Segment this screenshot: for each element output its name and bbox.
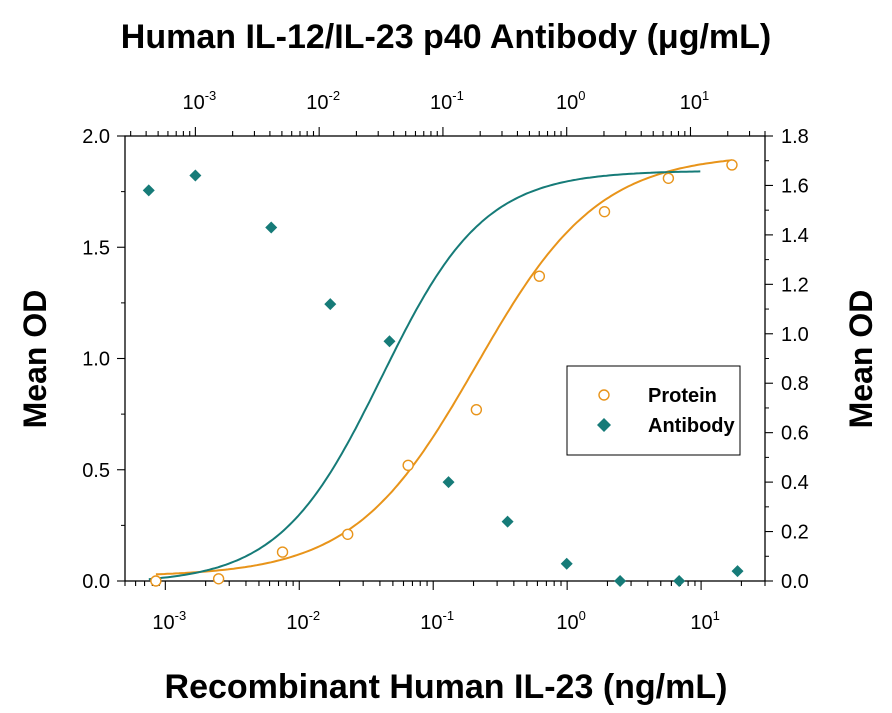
- right-axis-title: Mean OD: [843, 290, 879, 429]
- right-axis-tick-label: 0.2: [781, 522, 809, 544]
- antibody-data-point: [383, 335, 396, 348]
- top-axis-tick-label: 10-1: [430, 88, 464, 114]
- left-axis-title: Mean OD: [17, 290, 53, 429]
- antibody-data-point: [673, 575, 686, 587]
- left-axis-tick-label: 0.0: [82, 571, 110, 593]
- protein-data-point: [662, 172, 675, 184]
- legend-protein-marker: [598, 389, 610, 401]
- protein-data-point: [470, 403, 483, 416]
- right-axis-tick-label: 1.0: [781, 324, 809, 346]
- antibody-data-point: [614, 575, 627, 587]
- protein-fit-curve: [155, 159, 733, 576]
- left-axis-tick-label: 1.5: [82, 237, 110, 259]
- antibody-data-point: [265, 221, 278, 234]
- left-axis-tick-label: 1.0: [82, 349, 110, 371]
- plot-frame: [124, 135, 766, 582]
- top-axis-tick-label: 10-3: [182, 88, 216, 114]
- protein-data-point: [342, 528, 354, 540]
- antibody-data-point: [189, 169, 202, 182]
- legend-box: [566, 365, 741, 456]
- antibody-data-point: [142, 184, 155, 197]
- left-axis-tick-label: 2.0: [82, 126, 110, 148]
- antibody-fit-curve: [148, 170, 701, 581]
- right-axis-tick-label: 1.2: [781, 274, 809, 296]
- bottom-axis-tick-label: 10-1: [420, 608, 454, 634]
- data-points: [142, 159, 744, 587]
- protein-data-point: [276, 546, 289, 558]
- legend-antibody-label: Antibody: [648, 415, 736, 437]
- fit-curves: [148, 159, 733, 581]
- top-axis-tick-label: 10-2: [306, 88, 340, 114]
- right-axis-tick-label: 0.0: [781, 571, 809, 593]
- right-axis-tick-label: 0.8: [781, 373, 809, 395]
- bottom-axis-tick-label: 101: [690, 608, 719, 634]
- bottom-axis-tick-label: 100: [556, 608, 585, 634]
- protein-data-point: [150, 575, 162, 587]
- right-axis-tick-label: 1.4: [781, 225, 809, 247]
- legend: Protein Antibody: [566, 365, 741, 456]
- protein-data-point: [533, 270, 546, 282]
- antibody-data-point: [501, 515, 514, 528]
- bottom-axis-tick-label: 10-2: [286, 608, 320, 634]
- right-axis-tick-label: 0.6: [781, 423, 809, 445]
- top-axis-tick-label: 101: [680, 88, 709, 114]
- protein-data-point: [402, 459, 414, 471]
- bottom-axis-tick-label: 10-3: [152, 608, 186, 634]
- right-axis-tick-label: 0.4: [781, 472, 809, 494]
- antibody-data-point: [324, 298, 337, 311]
- antibody-data-point: [442, 476, 455, 489]
- protein-data-point: [212, 573, 225, 585]
- legend-protein-label: Protein: [648, 385, 717, 407]
- right-axis-tick-label: 1.8: [781, 126, 809, 148]
- left-axis-tick-label: 0.5: [82, 460, 110, 482]
- top-axis-tick-label: 100: [556, 88, 585, 114]
- antibody-data-point: [731, 565, 744, 578]
- axis-ticks: 10-3 10-2 10-1 100 101 10-3 10-2 10-1 100 101 0.0 0…: [82, 88, 809, 634]
- protein-data-point: [598, 205, 611, 218]
- bottom-axis-title: Recombinant Human IL-23 (ng/mL): [165, 668, 728, 706]
- protein-data-point: [726, 159, 738, 171]
- top-axis-title: Human IL-12/IL-23 p40 Antibody (μg/mL): [121, 18, 771, 56]
- antibody-data-point: [560, 557, 573, 570]
- right-axis-tick-label: 1.6: [781, 175, 809, 197]
- legend-antibody-marker: [597, 418, 611, 432]
